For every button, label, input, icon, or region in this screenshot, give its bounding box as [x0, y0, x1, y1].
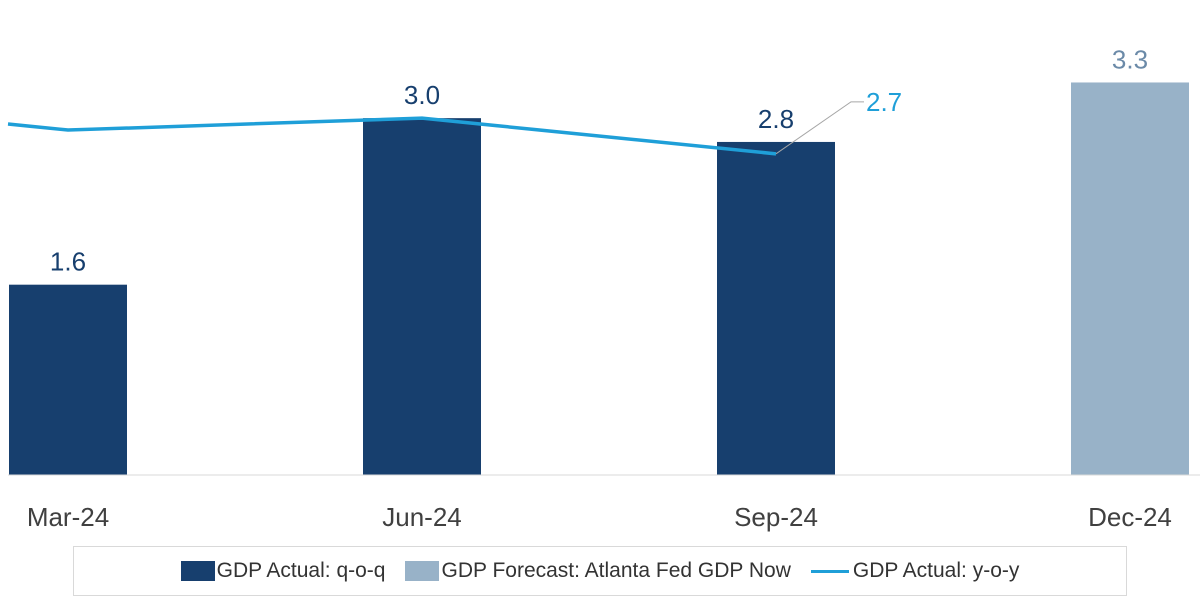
line-y-o-y: [7, 116, 777, 156]
bar-label-jun-24: 3.0: [404, 80, 440, 110]
leader-line-y-o-y: [775, 101, 864, 155]
bar-label-dec-24: 3.3: [1112, 44, 1148, 74]
legend-item-forecast: GDP Forecast: Atlanta Fed GDP Now: [405, 559, 791, 583]
legend-line-y-o-y: [810, 569, 849, 573]
bar-dec-24-s1: [1071, 82, 1189, 475]
legend: GDP Actual: q-o-q GDP Forecast: Atlanta …: [73, 546, 1127, 596]
legend-label-q-o-q: GDP Actual: q-o-q: [216, 559, 386, 582]
x-tick-mar-24: Mar-24: [27, 502, 109, 532]
legend-swatch-q-o-q: [180, 561, 215, 581]
legend-item-y-o-y: GDP Actual: y-o-y: [810, 559, 1020, 583]
bar-label-sep-24: 2.8: [758, 104, 794, 134]
legend-item-q-o-q: GDP Actual: q-o-q: [180, 559, 386, 583]
legend-label-forecast: GDP Forecast: Atlanta Fed GDP Now: [441, 559, 791, 582]
bar-label-mar-24: 1.6: [50, 247, 86, 277]
legend-label-y-o-y: GDP Actual: y-o-y: [852, 559, 1020, 582]
x-tick-sep-24: Sep-24: [734, 502, 818, 532]
bar-sep-24-s0: [717, 141, 835, 475]
bar-mar-24-s0: [9, 284, 127, 475]
x-tick-dec-24: Dec-24: [1088, 502, 1172, 532]
x-tick-jun-24: Jun-24: [382, 502, 462, 532]
line-label-sep-24: 2.7: [866, 87, 902, 117]
legend-swatch-forecast: [405, 561, 440, 581]
bar-jun-24-s0: [363, 118, 481, 475]
